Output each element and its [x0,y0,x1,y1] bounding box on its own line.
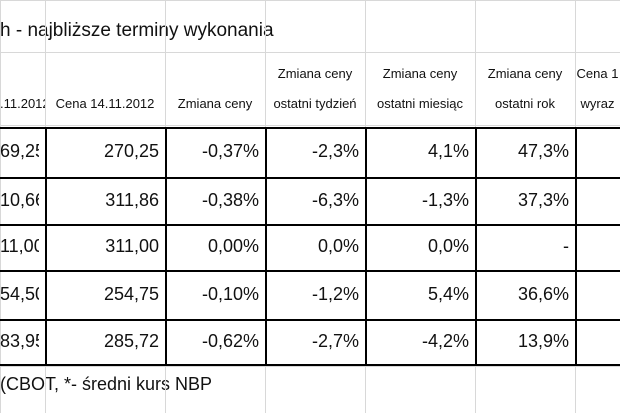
table-border [0,127,620,129]
column-header: ostatni miesiąc [377,96,463,111]
column-border [45,127,47,366]
table-cell: -0,62% [201,330,259,351]
column-header: ostatni rok [495,96,555,111]
table-cell: 54,50 [0,283,39,304]
table-cell: 10,66 [0,189,39,210]
table-cell: 5,4% [427,283,469,304]
sheet-title: h - najbliższe terminy wykonania [0,20,274,41]
table-cell: 11,00 [0,236,39,256]
row-border [0,177,620,179]
table-cell: 36,6% [517,283,569,304]
table-cell: 69,25 [0,141,39,161]
footer-note: (CBOT, *- średni kurs NBP [0,374,213,394]
table-cell: 0,0% [317,236,359,256]
table-cell: -1,2% [311,283,359,304]
column-header: wyraz [580,96,615,111]
row-border [0,364,620,366]
grid-line [0,125,620,126]
column-border [575,127,577,366]
column-header: Zmiana ceny [277,66,353,81]
grid-line [0,52,620,53]
row-border [0,270,620,272]
table-cell: -0,37% [201,141,259,161]
column-header: Cena 14.11.2012 [55,96,155,111]
table-cell: 47,3% [517,141,569,161]
table-cell: 0,0% [427,236,469,256]
table-cell: -2,7% [311,330,359,351]
row-border [0,224,620,226]
table-cell: 254,75 [103,283,159,304]
table-cell: -4,2% [421,330,469,351]
table-cell: 4,1% [427,141,469,161]
table-cell: 285,72 [103,330,159,351]
table-cell: -6,3% [311,189,359,210]
column-header: .11.2012 [0,96,45,111]
column-header: ostatni tydzień [273,96,357,111]
table-cell: -2,3% [311,141,359,161]
table-cell: 311,00 [105,236,159,256]
table-cell: 270,25 [103,141,159,161]
table-cell: -0,38% [201,189,259,210]
grid-line [0,0,620,1]
column-header: Zmiana ceny [487,66,563,81]
column-header: Zmiana ceny [382,66,458,81]
grid-line [0,0,1,413]
column-border [475,127,477,366]
column-border [165,127,167,366]
column-header: Cena 1 [576,66,619,81]
column-header: Zmiana ceny [177,96,253,111]
table-cell: 83,95 [0,330,39,351]
row-border [0,319,620,321]
table-cell: -1,3% [421,189,469,210]
table-cell: - [563,236,569,256]
table-cell: -0,10% [201,283,259,304]
table-cell: 0,00% [207,236,259,256]
table-cell: 37,3% [517,189,569,210]
grid-line [0,366,620,367]
column-border [265,127,267,366]
table-cell: 311,86 [105,189,159,210]
column-border [365,127,367,366]
table-cell: 13,9% [517,330,569,351]
